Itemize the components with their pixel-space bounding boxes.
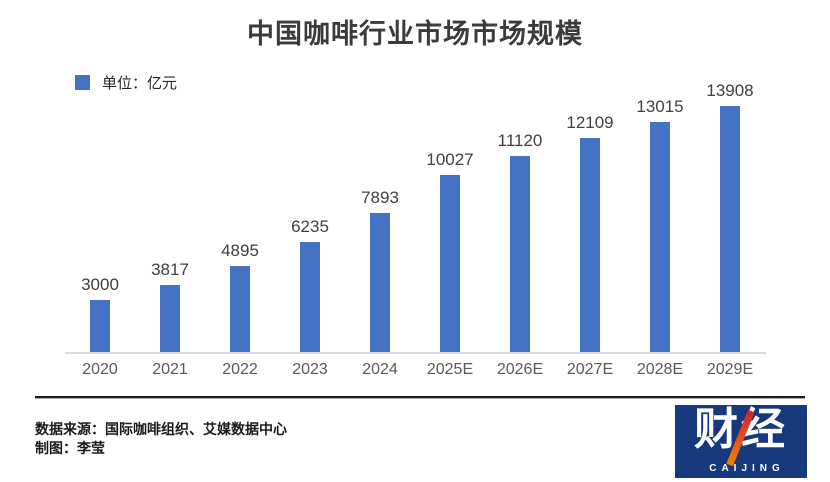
x-axis-tick-label: 2026E bbox=[496, 361, 544, 378]
x-axis-tick-label: 2027E bbox=[566, 361, 614, 378]
x-axis-tick-label: 2029E bbox=[706, 361, 754, 378]
bar-value-label: 12109 bbox=[566, 113, 614, 132]
legend-swatch-icon bbox=[75, 75, 90, 90]
x-axis-tick-label: 2024 bbox=[362, 361, 398, 378]
bar bbox=[160, 285, 180, 353]
bar-slot: 12109 bbox=[555, 60, 625, 353]
x-axis-tick-label: 2020 bbox=[82, 361, 118, 378]
bar-value-label: 11120 bbox=[497, 131, 543, 150]
x-axis-tick-label: 2022 bbox=[222, 361, 258, 378]
credit-text: 制图：李莹 bbox=[35, 440, 105, 456]
caijing-logo: 财经 CAIJING bbox=[675, 405, 807, 478]
bar-slot: 13908 bbox=[695, 60, 765, 353]
x-axis-line bbox=[65, 352, 766, 354]
bar-slot: 10027 bbox=[415, 60, 485, 353]
bar-slot: 13015 bbox=[625, 60, 695, 353]
bar bbox=[580, 138, 600, 353]
bar-plot-area: 3000 3817 4895 6235 7893 10027 11120 12109 13015… bbox=[65, 60, 765, 353]
bar-slot: 3817 bbox=[135, 60, 205, 353]
footer: 数据来源：国际咖啡组织、艾媒数据中心 制图：李莹 bbox=[35, 420, 287, 458]
bar bbox=[650, 122, 670, 353]
bar bbox=[300, 242, 320, 353]
bar-slot: 3000 bbox=[65, 60, 135, 353]
chart-title: 中国咖啡行业市场市场规模 bbox=[247, 19, 583, 49]
x-axis-tick-label: 2023 bbox=[292, 361, 328, 378]
bar-value-label: 6235 bbox=[291, 217, 329, 236]
data-source-text: 数据来源：国际咖啡组织、艾媒数据中心 bbox=[35, 421, 287, 437]
bar-value-label: 4895 bbox=[221, 241, 259, 260]
bar-value-label: 13908 bbox=[706, 81, 754, 100]
caijing-logo-en-text: CAIJING bbox=[709, 463, 785, 474]
x-axis-tick-label: 2021 bbox=[152, 361, 188, 378]
bar bbox=[510, 156, 530, 353]
legend-unit-label: 单位：亿元 bbox=[102, 75, 178, 92]
bar-slot: 7893 bbox=[345, 60, 415, 353]
bar bbox=[370, 213, 390, 353]
legend: 单位：亿元 bbox=[75, 72, 177, 93]
bar-value-label: 7893 bbox=[361, 188, 399, 207]
bar bbox=[230, 266, 250, 353]
x-axis-tick-row: 2020 2021 2022 2023 2024 2025E 2026E 2027E 2028E… bbox=[65, 361, 765, 379]
x-axis-tick-label: 2028E bbox=[636, 361, 684, 378]
bar-value-label: 13015 bbox=[636, 97, 684, 116]
bar-value-label: 3817 bbox=[151, 260, 189, 279]
bar-slot: 4895 bbox=[205, 60, 275, 353]
x-axis-tick-label: 2025E bbox=[426, 361, 474, 378]
bar-slot: 11120 bbox=[485, 60, 555, 353]
bar-value-label: 3000 bbox=[81, 275, 119, 294]
footer-divider bbox=[35, 396, 805, 399]
bar-value-label: 10027 bbox=[426, 150, 474, 169]
bar bbox=[90, 300, 110, 353]
bar-slot: 6235 bbox=[275, 60, 345, 353]
bar bbox=[720, 106, 740, 353]
bar bbox=[440, 175, 460, 353]
